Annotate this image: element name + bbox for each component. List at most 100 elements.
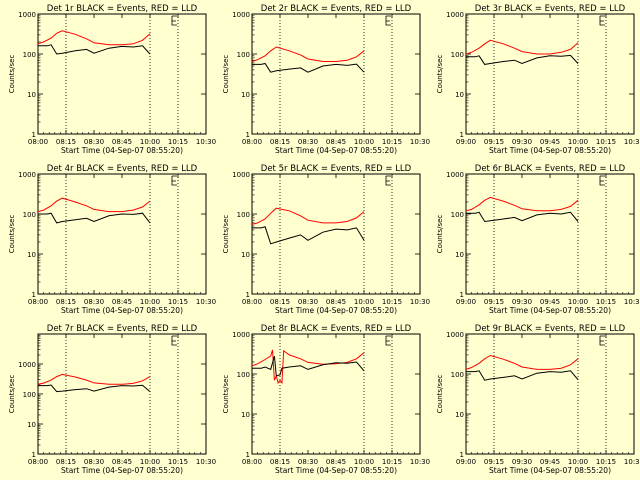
lld-series-line: [251, 207, 365, 225]
plot-frame: [251, 173, 421, 295]
lld-series-line: [251, 349, 365, 385]
lld-series-line: [465, 196, 579, 212]
x-tick-label: 10:15: [596, 138, 616, 146]
y-tick-label: 100: [451, 371, 464, 379]
y-tick-label: 1: [246, 291, 250, 299]
plot-frame: [37, 173, 207, 295]
y-tick-label: 1000: [18, 171, 36, 179]
lld-series-line: [37, 197, 151, 213]
x-tick-label: 09:45: [540, 138, 560, 146]
y-tick-label: 1: [32, 291, 36, 299]
x-tick-label: 08:45: [326, 138, 346, 146]
plot-frame: [251, 333, 421, 455]
lld-series-line: [37, 30, 151, 46]
y-tick-label: 1000: [446, 331, 464, 339]
x-tick-label: 10:00: [140, 458, 160, 466]
marker-glyph-icon: [385, 15, 391, 26]
x-tick-label: 08:45: [112, 138, 132, 146]
marker-glyph-icon: [599, 335, 605, 346]
plot-frame: [465, 13, 635, 135]
y-tick-label: 1000: [446, 171, 464, 179]
y-tick-label: 10: [27, 421, 36, 429]
plot-frame: [465, 173, 635, 295]
detector-panel: Det 8r BLACK = Events, RED = LLD 08:00 08:…: [222, 324, 430, 475]
y-tick-label: 1000: [18, 11, 36, 19]
x-tick-label: 10:00: [568, 298, 588, 306]
x-tick-label: 08:45: [112, 298, 132, 306]
y-tick-label: 1: [246, 131, 250, 139]
y-axis-label: Counts/sec: [222, 55, 230, 94]
y-tick-label: 100: [237, 371, 250, 379]
x-tick-label: 09:30: [512, 298, 532, 306]
x-tick-label: 09:30: [512, 138, 532, 146]
x-axis-label: Start Time (04-Sep-07 08:55:20): [489, 146, 611, 155]
y-tick-label: 1: [460, 291, 464, 299]
x-tick-label: 08:45: [112, 458, 132, 466]
x-tick-label: 08:30: [298, 458, 318, 466]
y-tick-label: 1: [246, 451, 250, 459]
detector-panel: Det 4r BLACK = Events, RED = LLD 08:00 08:…: [8, 164, 216, 315]
x-tick-label: 10:30: [196, 458, 216, 466]
y-tick-label: 100: [23, 211, 36, 219]
x-tick-label: 08:30: [84, 138, 104, 146]
x-tick-label: 08:00: [28, 458, 48, 466]
x-tick-label: 10:15: [168, 138, 188, 146]
y-tick-label: 1: [460, 131, 464, 139]
panel-title: Det 3r BLACK = Events, RED = LLD: [475, 4, 626, 14]
y-axis-label: Counts/sec: [8, 375, 16, 414]
lld-series-line: [465, 354, 579, 370]
x-axis-label: Start Time (04-Sep-07 08:55:20): [61, 466, 183, 475]
y-tick-label: 10: [241, 411, 250, 419]
x-tick-label: 09:45: [540, 298, 560, 306]
panel-title: Det 4r BLACK = Events, RED = LLD: [47, 164, 198, 174]
events-series-line: [466, 54, 579, 65]
x-axis-label: Start Time (04-Sep-07 08:55:20): [61, 306, 183, 315]
marker-glyph-icon: [171, 175, 177, 186]
y-axis-label: Counts/sec: [8, 215, 16, 254]
x-tick-label: 10:00: [568, 138, 588, 146]
panel-title: Det 2r BLACK = Events, RED = LLD: [261, 4, 412, 14]
y-axis-label: Counts/sec: [222, 375, 230, 414]
x-axis-label: Start Time (04-Sep-07 08:55:20): [489, 306, 611, 315]
x-tick-label: 10:00: [568, 458, 588, 466]
plot-frame: [37, 13, 207, 135]
y-axis-label: Counts/sec: [436, 375, 444, 414]
detector-panel: Det 7r BLACK = Events, RED = LLD 08:00 08:…: [8, 324, 216, 475]
x-tick-label: 08:00: [28, 298, 48, 306]
x-tick-label: 10:15: [168, 458, 188, 466]
x-tick-label: 10:15: [382, 138, 402, 146]
x-tick-label: 08:15: [270, 458, 290, 466]
y-tick-label: 1000: [446, 11, 464, 19]
y-axis-label: Counts/sec: [436, 55, 444, 94]
x-axis-label: Start Time (04-Sep-07 08:55:20): [61, 146, 183, 155]
detector-panel: Det 6r BLACK = Events, RED = LLD 09:00 09:…: [436, 164, 640, 315]
x-tick-label: 10:30: [196, 298, 216, 306]
x-tick-label: 08:45: [326, 298, 346, 306]
events-series-line: [38, 384, 151, 393]
plot-frame: [251, 13, 421, 135]
x-tick-label: 08:30: [298, 298, 318, 306]
y-tick-label: 1: [32, 451, 36, 459]
events-series-line: [466, 211, 579, 223]
panel-title: Det 8r BLACK = Events, RED = LLD: [261, 324, 412, 334]
marker-glyph-icon: [171, 335, 177, 346]
y-axis-label: Counts/sec: [436, 215, 444, 254]
x-tick-label: 09:15: [484, 458, 504, 466]
x-tick-label: 09:15: [484, 298, 504, 306]
x-tick-label: 08:15: [56, 298, 76, 306]
panel-title: Det 6r BLACK = Events, RED = LLD: [475, 164, 626, 174]
detector-panel: Det 1r BLACK = Events, RED = LLD 08:00 08:…: [8, 4, 216, 155]
x-tick-label: 08:00: [242, 298, 262, 306]
y-tick-label: 10: [241, 251, 250, 259]
x-tick-label: 10:15: [382, 298, 402, 306]
plot-frame: [37, 333, 207, 455]
x-tick-label: 09:45: [540, 458, 560, 466]
lld-series-line: [251, 46, 365, 62]
x-axis-label: Start Time (04-Sep-07 08:55:20): [275, 146, 397, 155]
x-tick-label: 08:30: [84, 298, 104, 306]
panel-title: Det 1r BLACK = Events, RED = LLD: [47, 4, 198, 14]
x-tick-label: 10:30: [410, 298, 430, 306]
detector-panel: Det 3r BLACK = Events, RED = LLD 09:00 09:…: [436, 4, 640, 155]
x-tick-label: 10:15: [382, 458, 402, 466]
x-tick-label: 09:30: [512, 458, 532, 466]
